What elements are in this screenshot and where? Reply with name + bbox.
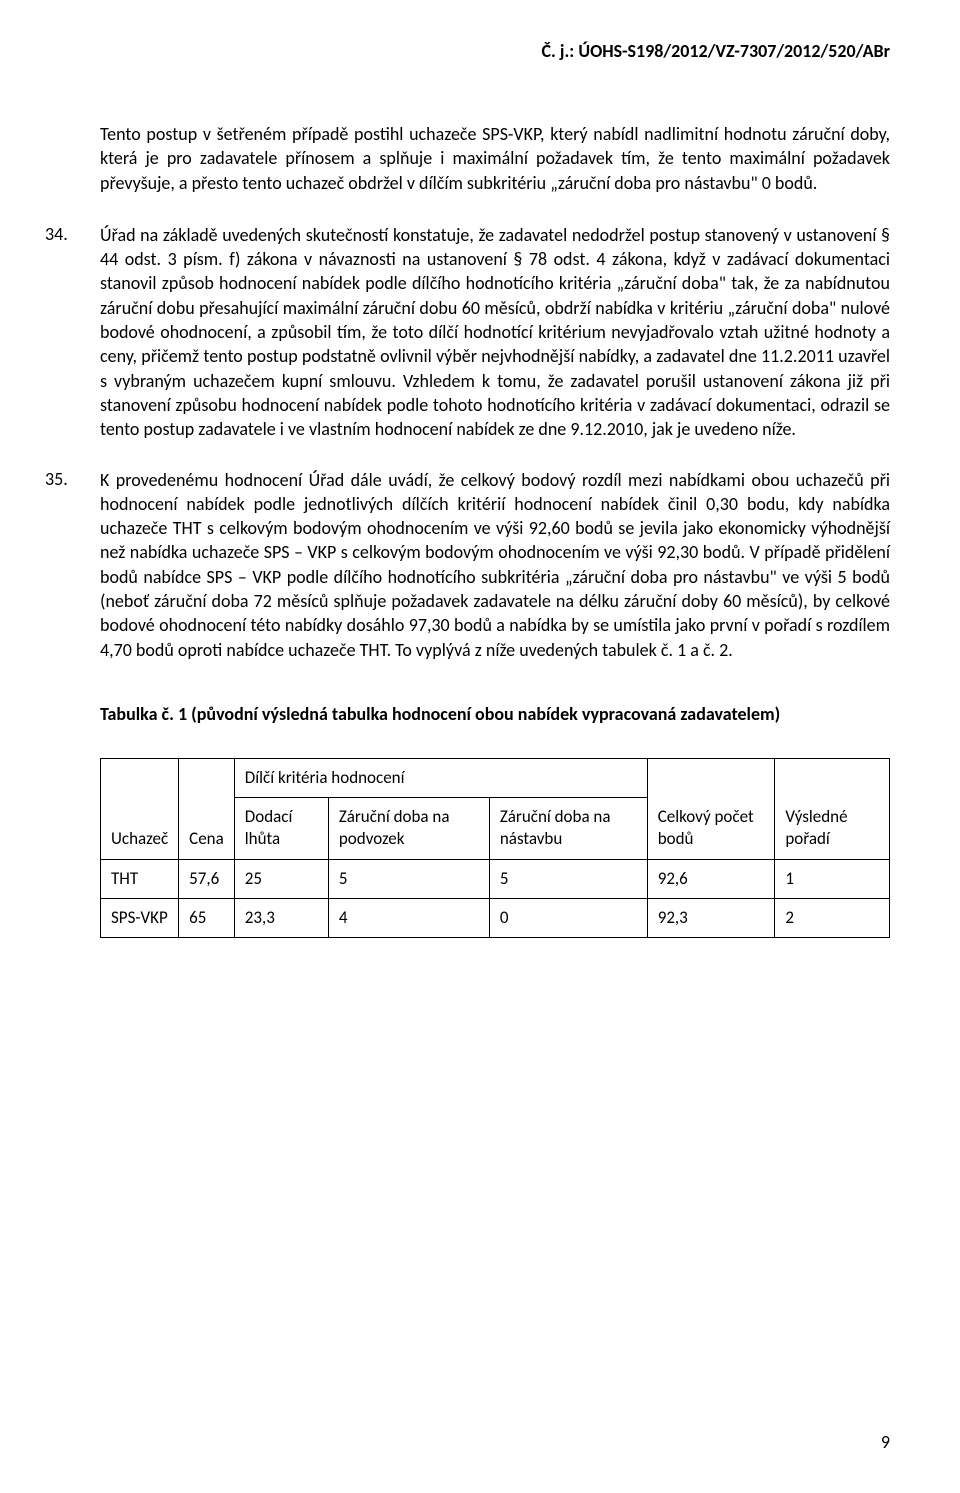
table-cell: 2 [775, 898, 890, 937]
table-cell: 1 [775, 859, 890, 898]
paragraph-34: 34. Úřad na základě uvedených skutečnost… [45, 223, 890, 442]
table-cell: 23,3 [234, 898, 328, 937]
table-header-zaruka-nastavba: Záruční doba na nástavbu [489, 798, 647, 859]
table-row: SPS-VKP 65 23,3 4 0 92,3 2 [101, 898, 890, 937]
table-header-group: Dílčí kritéria hodnocení [234, 759, 647, 798]
table-cell: 57,6 [179, 859, 235, 898]
table-header-total: Celkový počet bodů [647, 759, 775, 859]
document-reference: Č. j.: ÚOHS-S198/2012/VZ-7307/2012/520/A… [45, 40, 890, 62]
table-cell: SPS-VKP [101, 898, 179, 937]
table-row: THT 57,6 25 5 5 92,6 1 [101, 859, 890, 898]
spacer [45, 446, 890, 468]
paragraph-35: 35. K provedenému hodnocení Úřad dále uv… [45, 468, 890, 662]
table-group-header-row: Uchazeč Cena Dílčí kritéria hodnocení Ce… [101, 759, 890, 798]
table-header-cena: Cena [179, 759, 235, 859]
table-cell: 92,6 [647, 859, 775, 898]
page-number: 9 [881, 1431, 890, 1453]
table-cell: 4 [328, 898, 489, 937]
table-caption: Tabulka č. 1 (původní výsledná tabulka h… [100, 702, 890, 726]
paragraph-number: 34. [45, 223, 100, 442]
paragraph-continued: Tento postup v šetřeném případě postihl … [45, 122, 890, 195]
paragraph-body: Úřad na základě uvedených skutečností ko… [100, 223, 890, 442]
table-header-uchazec: Uchazeč [101, 759, 179, 859]
table-header-rank: Výsledné pořadí [775, 759, 890, 859]
table-cell: THT [101, 859, 179, 898]
table-cell: 25 [234, 859, 328, 898]
table-header-zaruka-podvozek: Záruční doba na podvozek [328, 798, 489, 859]
table-cell: 92,3 [647, 898, 775, 937]
paragraph-number: 35. [45, 468, 100, 662]
paragraph-body: K provedenému hodnocení Úřad dále uvádí,… [100, 468, 890, 662]
table-cell: 65 [179, 898, 235, 937]
table-header-lhuta: Dodací lhůta [234, 798, 328, 859]
page-container: Č. j.: ÚOHS-S198/2012/VZ-7307/2012/520/A… [0, 0, 960, 1493]
table-cell: 0 [489, 898, 647, 937]
evaluation-table: Uchazeč Cena Dílčí kritéria hodnocení Ce… [100, 758, 890, 937]
table-cell: 5 [489, 859, 647, 898]
table-cell: 5 [328, 859, 489, 898]
